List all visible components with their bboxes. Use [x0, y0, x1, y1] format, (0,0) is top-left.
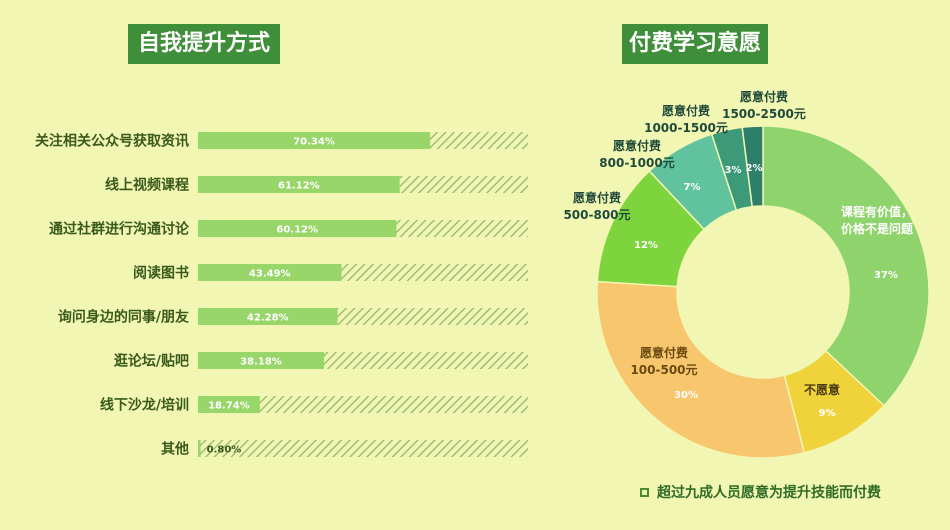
value-label: 60.12% — [276, 225, 318, 236]
slice-category-label: 课程有价值， — [841, 204, 913, 219]
slice-category-label: 100-500元 — [630, 363, 697, 377]
category-label: 询问身边的同事/朋友 — [58, 309, 189, 326]
slice-category-label: 愿意付费 — [573, 190, 621, 205]
slice-category-label: 1500-2500元 — [722, 107, 806, 121]
bar — [198, 220, 397, 237]
slice-value-label: 9% — [819, 408, 836, 419]
value-label: 61.12% — [278, 181, 320, 192]
slice-category-label: 愿意付费 — [613, 138, 661, 153]
slice-value-label: 2% — [746, 163, 763, 174]
slice-value-label: 12% — [634, 240, 658, 251]
value-label: 43.49% — [249, 269, 291, 280]
category-label: 其他 — [161, 441, 189, 458]
slice-category-label: 1000-1500元 — [644, 121, 728, 135]
category-label: 线上视频课程 — [105, 177, 189, 194]
donut-slice — [596, 280, 806, 459]
bar — [198, 308, 338, 325]
summary-note-text: 超过九成人员愿意为提升技能而付费 — [657, 485, 881, 501]
slice-category-label: 愿意付费 — [640, 345, 688, 360]
bar-background — [198, 440, 528, 457]
slice-category-label: 不愿意 — [804, 382, 840, 397]
slice-value-label: 3% — [725, 165, 742, 176]
bar — [198, 396, 260, 413]
bar-background — [198, 396, 528, 413]
value-label: 70.34% — [293, 137, 335, 148]
slice-category-label: 800-1000元 — [599, 156, 674, 170]
value-label: 38.18% — [240, 357, 282, 368]
value-label: 0.80% — [207, 445, 242, 456]
bar — [198, 440, 201, 457]
category-label: 线下沙龙/培训 — [100, 397, 189, 414]
category-label: 通过社群进行沟通讨论 — [49, 221, 190, 238]
bar — [198, 132, 431, 149]
category-label: 逛论坛/贴吧 — [114, 353, 189, 370]
slice-value-label: 7% — [684, 182, 701, 193]
slice-value-label: 37% — [874, 270, 898, 281]
right-chart-title: 付费学习意愿 — [622, 24, 768, 64]
bar — [198, 352, 324, 369]
donut-slice — [741, 125, 764, 208]
slice-category-label: 愿意付费 — [662, 103, 710, 118]
bar — [198, 176, 400, 193]
summary-note: 超过九成人员愿意为提升技能而付费 — [640, 482, 881, 502]
left-chart-title: 自我提升方式 — [128, 24, 280, 64]
donut-slice — [762, 125, 930, 407]
category-label: 关注相关公众号获取资讯 — [35, 133, 189, 150]
slice-category-label: 500-800元 — [563, 208, 630, 222]
value-label: 18.74% — [208, 401, 250, 412]
bar — [198, 264, 342, 281]
slice-value-label: 30% — [674, 390, 698, 401]
slice-category-label: 价格不是问题 — [841, 221, 914, 236]
slice-category-label: 愿意付费 — [740, 89, 788, 104]
square-bullet-icon — [640, 487, 649, 497]
value-label: 42.28% — [247, 313, 289, 324]
category-label: 阅读图书 — [133, 265, 189, 282]
